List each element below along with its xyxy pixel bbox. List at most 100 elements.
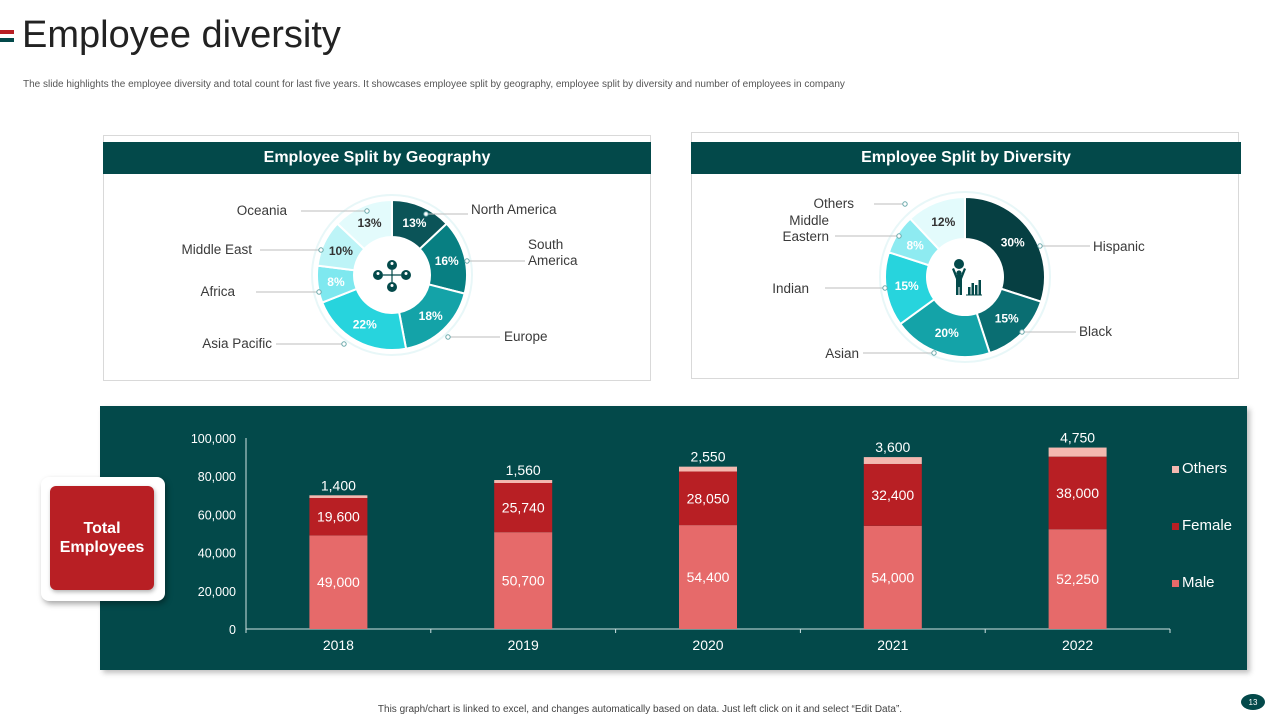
bar-male-2021[interactable]	[863, 525, 922, 629]
geo-leader-dot-africa	[316, 289, 322, 295]
legend-swatch-female	[1172, 523, 1179, 530]
geo-pct-middle-east: 10%	[329, 244, 353, 258]
y-tick-label: 100,000	[191, 432, 236, 446]
title-accent-red	[0, 30, 14, 34]
data-label-male-2019: 50,700	[502, 573, 545, 589]
employees-stacked-bar-chart[interactable]: 0 20,000 40,000 60,000 80,000 100,000 49,000 19…	[100, 406, 1247, 670]
div-label-asian: Asian	[825, 346, 859, 361]
bar-others-2018[interactable]	[309, 495, 368, 498]
div-leader-dot-asian	[931, 350, 937, 356]
data-label-female-2018: 19,600	[317, 509, 360, 525]
diversity-panel: Employee Split by Diversity 30% Hispanic 1…	[691, 132, 1241, 380]
div-center	[931, 243, 999, 311]
div-slice-hispanic[interactable]	[964, 195, 1046, 303]
diversity-panel-title: Employee Split by Diversity	[691, 142, 1241, 174]
geo-leader-dot-europe	[445, 334, 451, 340]
div-leader-dot-hispanic	[1037, 243, 1043, 249]
employees-bar-panel: 0 20,000 40,000 60,000 80,000 100,000 49,000 19…	[100, 406, 1247, 670]
bar-female-2019[interactable]	[494, 482, 553, 533]
geo-slice-oceania[interactable]	[335, 198, 393, 251]
data-label-others-2022: 4,750	[1060, 430, 1095, 446]
geo-leader-dot-asia-pacific	[341, 341, 347, 347]
geo-leader-dot-north-america	[423, 211, 429, 217]
y-tick-label: 40,000	[198, 547, 236, 561]
x-tick-label: 2018	[323, 637, 354, 653]
div-pct-indian: 15%	[895, 279, 919, 293]
geo-label-middle-east: Middle East	[181, 242, 252, 257]
div-slice-others[interactable]	[908, 195, 966, 251]
div-leader-dot-others	[902, 201, 908, 207]
geo-pct-north-america: 13%	[402, 216, 426, 230]
div-leader-dot-black	[1019, 329, 1025, 335]
geo-label-north-america: North America	[471, 202, 557, 217]
y-tick-label: 0	[229, 623, 236, 637]
geo-pct-africa: 8%	[327, 275, 345, 289]
geo-pct-south-america: 16%	[435, 254, 459, 268]
div-leader-dot-indian	[882, 285, 888, 291]
people-money-network-icon	[373, 260, 411, 292]
bar-others-2021[interactable]	[863, 457, 922, 464]
bar-others-2020[interactable]	[679, 466, 737, 472]
geo-pct-asia-pacific: 22%	[353, 318, 377, 332]
geo-leader-dot-south-america	[464, 258, 470, 264]
legend-label-female: Female	[1182, 517, 1232, 534]
geo-label-south-america: South America	[528, 237, 578, 268]
data-label-others-2019: 1,560	[506, 462, 541, 478]
geography-panel: Employee Split by Geography 13% North Ame…	[103, 135, 651, 381]
geo-label-africa: Africa	[200, 284, 235, 299]
div-pct-middle-eastern: 8%	[907, 238, 925, 252]
div-leader-dot-middle-eastern	[896, 233, 902, 239]
x-tick-label: 2021	[877, 637, 908, 653]
page-subtitle: The slide highlights the employee divers…	[23, 79, 845, 90]
div-label-hispanic: Hispanic	[1093, 239, 1145, 254]
person-growth-chart-icon	[952, 259, 982, 296]
geo-leader-dot-oceania	[364, 208, 370, 214]
bar-female-2022[interactable]	[1048, 456, 1107, 530]
page-number-badge: 13	[1241, 694, 1265, 710]
div-pct-asian: 20%	[935, 326, 959, 340]
page-title: Employee diversity	[22, 14, 341, 56]
geography-donut-chart[interactable]: 13% North America 16% South America 18% Europe…	[104, 136, 652, 382]
data-label-others-2021: 3,600	[875, 439, 910, 455]
bar-female-2020[interactable]	[679, 471, 737, 526]
data-label-male-2021: 54,000	[871, 569, 914, 585]
data-label-female-2020: 28,050	[687, 490, 730, 506]
bar-others-2022[interactable]	[1048, 447, 1107, 457]
total-employees-label: Total Employees	[50, 486, 154, 590]
bar-male-2018[interactable]	[309, 535, 368, 629]
bar-male-2020[interactable]	[679, 525, 737, 629]
legend-label-male: Male	[1182, 574, 1215, 591]
x-tick-label: 2019	[508, 637, 539, 653]
data-label-female-2022: 38,000	[1056, 485, 1099, 501]
legend-swatch-male	[1172, 580, 1179, 587]
title-accent-teal	[0, 38, 14, 42]
legend-label-others: Others	[1182, 460, 1227, 477]
data-label-female-2021: 32,400	[871, 487, 914, 503]
geo-pct-europe: 18%	[419, 309, 443, 323]
data-label-male-2020: 54,400	[687, 569, 730, 585]
data-label-male-2018: 49,000	[317, 574, 360, 590]
y-tick-label: 60,000	[198, 508, 236, 522]
geo-label-oceania: Oceania	[237, 203, 288, 218]
footer-note: This graph/chart is linked to excel, and…	[377, 704, 903, 715]
y-tick-label: 20,000	[198, 585, 236, 599]
data-label-others-2018: 1,400	[321, 477, 356, 493]
y-tick-label: 80,000	[198, 470, 236, 484]
bar-female-2018[interactable]	[309, 497, 368, 536]
bar-others-2019[interactable]	[494, 480, 553, 483]
x-tick-label: 2022	[1062, 637, 1093, 653]
data-label-female-2019: 25,740	[502, 500, 545, 516]
div-label-middle-eastern: Middle Eastern	[782, 213, 829, 244]
legend-swatch-others	[1172, 466, 1179, 473]
bar-male-2019[interactable]	[494, 532, 553, 629]
bar-male-2022[interactable]	[1048, 529, 1107, 629]
div-pct-hispanic: 30%	[1001, 235, 1025, 249]
geo-pct-oceania: 13%	[358, 216, 382, 230]
geo-label-europe: Europe	[504, 329, 548, 344]
div-pct-black: 15%	[995, 312, 1019, 326]
bar-female-2021[interactable]	[863, 463, 922, 526]
geography-panel-title: Employee Split by Geography	[103, 142, 651, 174]
div-pct-others: 12%	[931, 215, 955, 229]
x-tick-label: 2020	[692, 637, 723, 653]
diversity-donut-chart[interactable]: 30% Hispanic 15% Black 20% Asian 15% Indian 8% Mi…	[692, 133, 1240, 380]
